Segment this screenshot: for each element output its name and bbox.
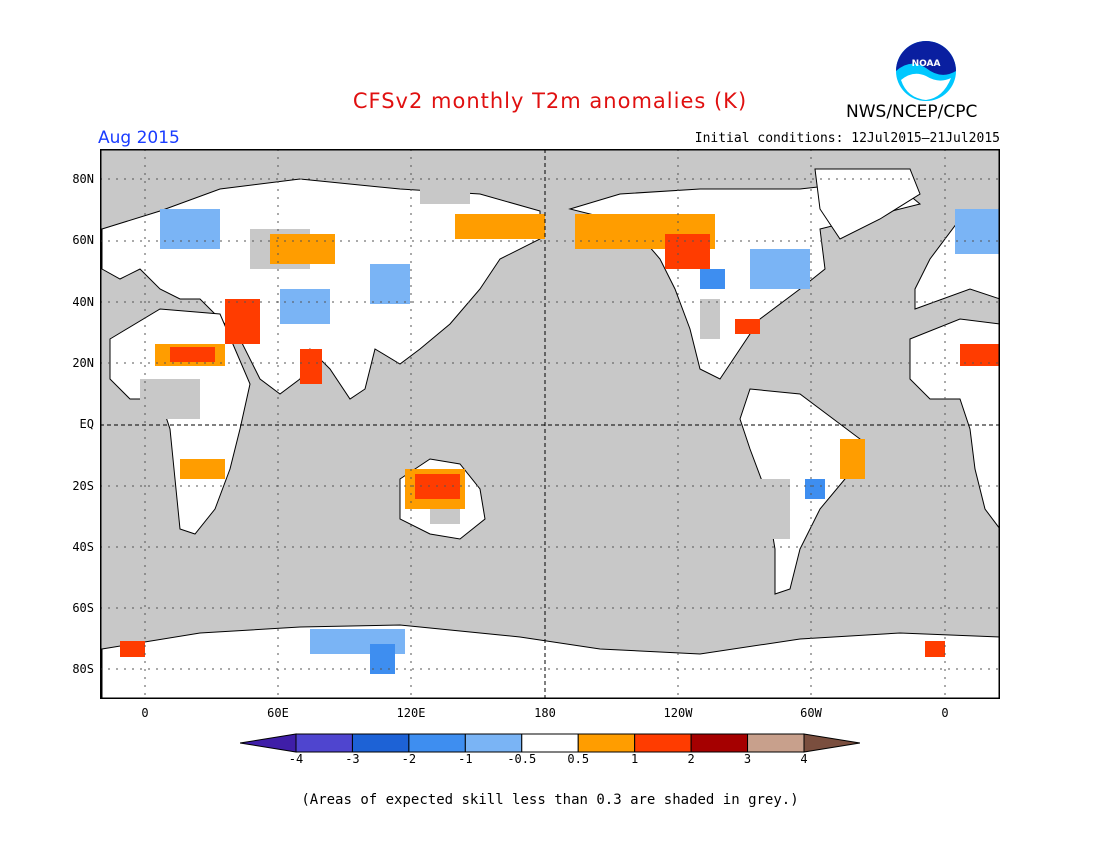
- lon-label-180: 180: [534, 706, 556, 720]
- sahara-wrap-hot: [960, 344, 1000, 366]
- middle-east-hot: [225, 299, 260, 344]
- colorbar-label: -1: [458, 752, 473, 766]
- lon-label-120e: 120E: [396, 706, 426, 720]
- southern-africa-warm: [180, 459, 225, 479]
- colorbar-swatch: [690, 733, 749, 753]
- warm-anomalies: [120, 214, 1000, 657]
- map-title: CFSv2 monthly T2m anomalies (K): [352, 89, 748, 113]
- central-asia-cool: [280, 289, 330, 324]
- lat-label-80s: 80S: [72, 662, 94, 676]
- colorbar-swatch: [464, 733, 523, 753]
- colorbar: [240, 733, 860, 753]
- scandinavia-wrap-cool: [955, 209, 1000, 254]
- lon-label-60e: 60E: [267, 706, 289, 720]
- greenland-landmass: [814, 168, 921, 240]
- colorbar-label: 3: [743, 752, 752, 766]
- mongolia-cool: [370, 264, 410, 304]
- colorbar-swatches: [240, 733, 860, 753]
- lat-label-40s: 40S: [72, 540, 94, 554]
- lat-label-80n: 80N: [72, 172, 94, 186]
- equator-and-dateline: [100, 149, 1000, 699]
- lat-label-60n: 60N: [72, 233, 94, 247]
- colorbar-swatch: [577, 733, 636, 753]
- colorbar-swatch-min: [240, 733, 297, 753]
- colorbar-label: -2: [401, 752, 417, 766]
- scandinavia-cool: [160, 209, 220, 249]
- se-us-hot: [735, 319, 760, 334]
- lon-label-0: 0: [141, 706, 149, 720]
- colorbar-label: -3: [345, 752, 360, 766]
- colorbar-swatch: [351, 733, 410, 753]
- lat-label-60s: 60S: [72, 601, 94, 615]
- africa-wrap-landmass: [909, 318, 1000, 530]
- sahara-hot: [170, 347, 215, 362]
- noaa-logo: NOAA: [896, 41, 956, 101]
- lon-label-60w: 60W: [800, 706, 822, 720]
- south-america-cool: [805, 479, 825, 499]
- colorbar-label: -4: [288, 752, 304, 766]
- initial-conditions: Initial conditions: 12Jul2015–21Jul2015: [694, 131, 1000, 146]
- cool-anomalies: [160, 209, 1000, 674]
- map-frame: [100, 149, 1000, 699]
- anomaly-map: [100, 149, 1000, 699]
- footnote: (Areas of expected skill less than 0.3 a…: [301, 792, 799, 808]
- nw-america-hot: [665, 234, 710, 269]
- antarctic-hot-west: [120, 641, 145, 657]
- colorbar-swatch: [634, 733, 692, 753]
- lon-label-0-east: 0: [941, 706, 949, 720]
- colorbar-swatch: [747, 733, 805, 753]
- forecast-month: Aug 2015: [98, 128, 180, 148]
- logo-lettering: NOAA: [912, 59, 941, 69]
- colorbar-label: 1: [631, 752, 639, 766]
- colorbar-swatch-max: [803, 733, 860, 753]
- antarctic-hot-east: [925, 641, 945, 657]
- india-hot: [300, 349, 322, 384]
- lat-label-eq: EQ: [79, 417, 94, 431]
- colorbar-swatch: [521, 733, 579, 753]
- north-america-cool: [700, 269, 725, 289]
- colorbar-label: 4: [800, 752, 808, 766]
- eastern-canada-cool: [750, 249, 810, 289]
- graticule: [100, 149, 1000, 699]
- lon-label-120w: 120W: [663, 706, 693, 720]
- siberia-warm: [455, 214, 545, 239]
- antarctic-cool-deep: [370, 644, 395, 674]
- colorbar-label: -0.5: [507, 752, 537, 766]
- brazil-warm: [840, 439, 865, 479]
- colorbar-swatch: [408, 733, 466, 753]
- lat-label-20n: 20N: [72, 356, 94, 370]
- lat-label-20s: 20S: [72, 479, 94, 493]
- lat-label-40n: 40N: [72, 295, 94, 309]
- colorbar-swatch: [295, 733, 353, 753]
- agency-label: NWS/NCEP/CPC: [846, 102, 978, 122]
- colorbar-label: 0.5: [567, 752, 590, 766]
- russia-warm: [270, 234, 335, 264]
- colorbar-label: 2: [687, 752, 695, 766]
